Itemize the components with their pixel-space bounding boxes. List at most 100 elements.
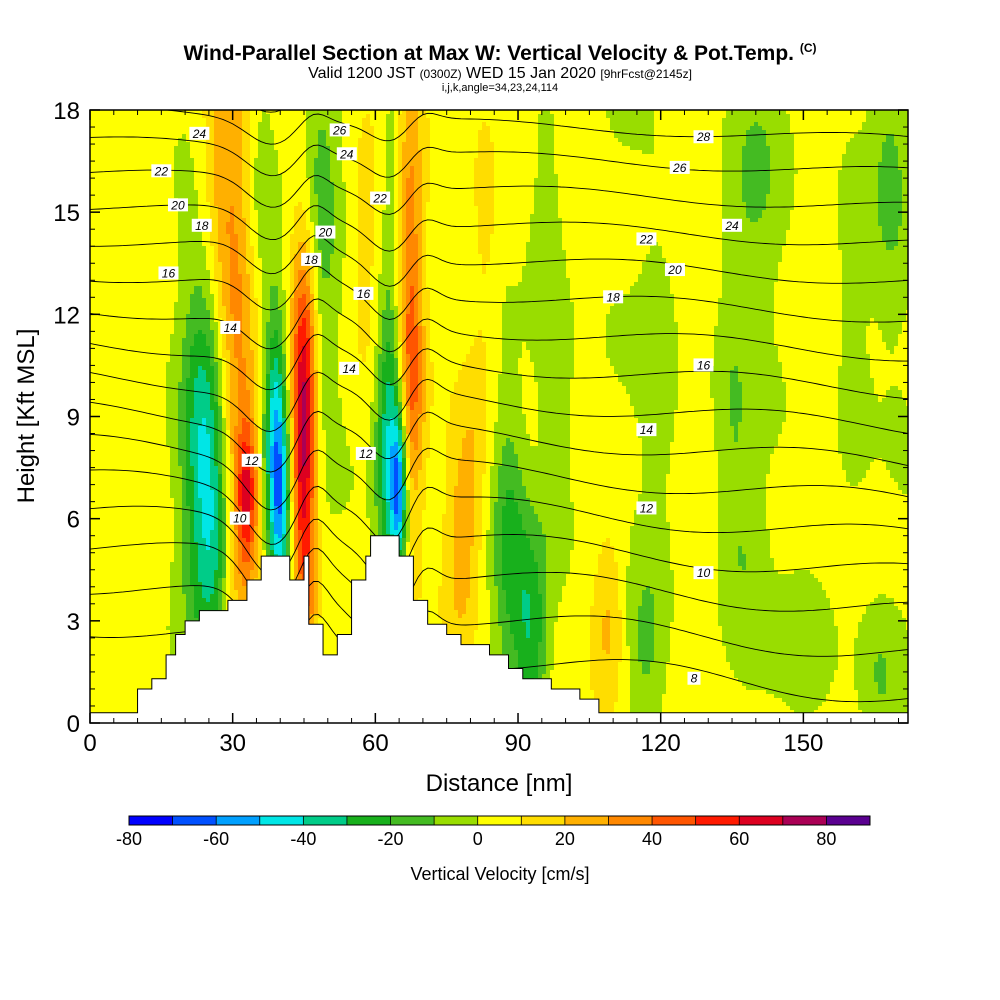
w-cell: [522, 114, 527, 119]
w-cell: [894, 118, 899, 123]
w-cell: [766, 122, 771, 127]
w-cell: [894, 130, 899, 135]
w-cell: [546, 126, 551, 131]
w-cell: [294, 118, 299, 123]
w-cell: [762, 130, 767, 135]
w-cell: [254, 118, 259, 123]
w-cell: [662, 126, 667, 131]
w-cell: [498, 114, 503, 119]
w-cell: [174, 122, 179, 127]
w-cell: [426, 126, 431, 131]
w-cell: [398, 122, 403, 127]
w-cell: [806, 114, 811, 119]
w-cell: [142, 122, 147, 127]
w-cell: [738, 118, 743, 123]
w-cell: [710, 118, 715, 123]
w-cell: [562, 118, 567, 123]
w-cell: [670, 118, 675, 123]
w-cell: [614, 126, 619, 131]
w-cell: [686, 114, 691, 119]
w-cell: [554, 126, 559, 131]
w-cell: [806, 130, 811, 135]
w-cell: [458, 126, 463, 131]
w-cell: [394, 130, 399, 135]
w-cell: [574, 122, 579, 127]
w-cell: [430, 118, 435, 123]
w-cell: [378, 126, 383, 131]
w-cell: [654, 118, 659, 123]
w-cell: [314, 130, 319, 135]
w-cell: [106, 126, 111, 131]
w-cell: [190, 118, 195, 123]
w-cell: [878, 118, 883, 123]
w-cell: [490, 122, 495, 127]
w-cell: [526, 130, 531, 135]
w-cell: [210, 134, 215, 139]
w-cell: [650, 122, 655, 127]
w-cell: [658, 122, 663, 127]
w-cell: [126, 126, 131, 131]
w-cell: [242, 114, 247, 119]
w-cell: [478, 118, 483, 123]
w-cell: [518, 130, 523, 135]
w-cell: [174, 118, 179, 123]
w-cell: [602, 118, 607, 123]
w-cell: [746, 114, 751, 119]
w-cell: [510, 114, 515, 119]
w-cell: [806, 126, 811, 131]
w-cell: [474, 126, 479, 131]
w-cell: [426, 130, 431, 135]
w-cell: [130, 134, 135, 139]
w-cell: [442, 122, 447, 127]
w-cell: [158, 114, 163, 119]
w-cell: [854, 130, 859, 135]
w-cell: [654, 114, 659, 119]
w-cell: [214, 126, 219, 131]
w-cell: [126, 118, 131, 123]
w-cell: [834, 122, 839, 127]
w-cell: [482, 130, 487, 135]
w-cell: [814, 126, 819, 131]
w-cell: [210, 130, 215, 135]
w-cell: [790, 122, 795, 127]
w-cell: [622, 126, 627, 131]
w-cell: [282, 134, 287, 139]
w-cell: [810, 122, 815, 127]
w-cell: [790, 130, 795, 135]
w-cell: [678, 118, 683, 123]
w-cell: [502, 126, 507, 131]
w-cell: [214, 134, 219, 139]
w-cell: [526, 126, 531, 131]
w-cell: [470, 126, 475, 131]
w-cell: [790, 126, 795, 131]
w-cell: [122, 130, 127, 135]
w-cell: [834, 126, 839, 131]
w-cell: [754, 126, 759, 131]
w-cell: [614, 114, 619, 119]
w-cell: [870, 122, 875, 127]
w-cell: [358, 122, 363, 127]
w-cell: [366, 126, 371, 131]
w-cell: [686, 118, 691, 123]
w-cell: [770, 122, 775, 127]
w-cell: [382, 126, 387, 131]
w-cell: [446, 118, 451, 123]
w-cell: [258, 126, 263, 131]
w-cell: [454, 126, 459, 131]
w-cell: [886, 122, 891, 127]
w-cell: [798, 118, 803, 123]
w-cell: [586, 114, 591, 119]
w-cell: [462, 122, 467, 127]
w-cell: [306, 134, 311, 139]
w-cell: [834, 118, 839, 123]
w-cell: [370, 130, 375, 135]
w-cell: [382, 114, 387, 119]
w-cell: [174, 126, 179, 131]
w-cell: [310, 122, 315, 127]
w-cell: [338, 114, 343, 119]
w-cell: [618, 126, 623, 131]
w-cell: [142, 118, 147, 123]
w-cell: [602, 114, 607, 119]
w-cell: [182, 126, 187, 131]
w-cell: [158, 130, 163, 135]
